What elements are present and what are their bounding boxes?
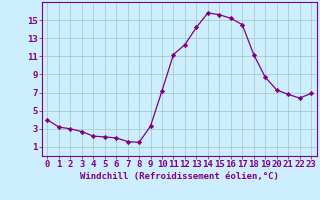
- X-axis label: Windchill (Refroidissement éolien,°C): Windchill (Refroidissement éolien,°C): [80, 172, 279, 181]
